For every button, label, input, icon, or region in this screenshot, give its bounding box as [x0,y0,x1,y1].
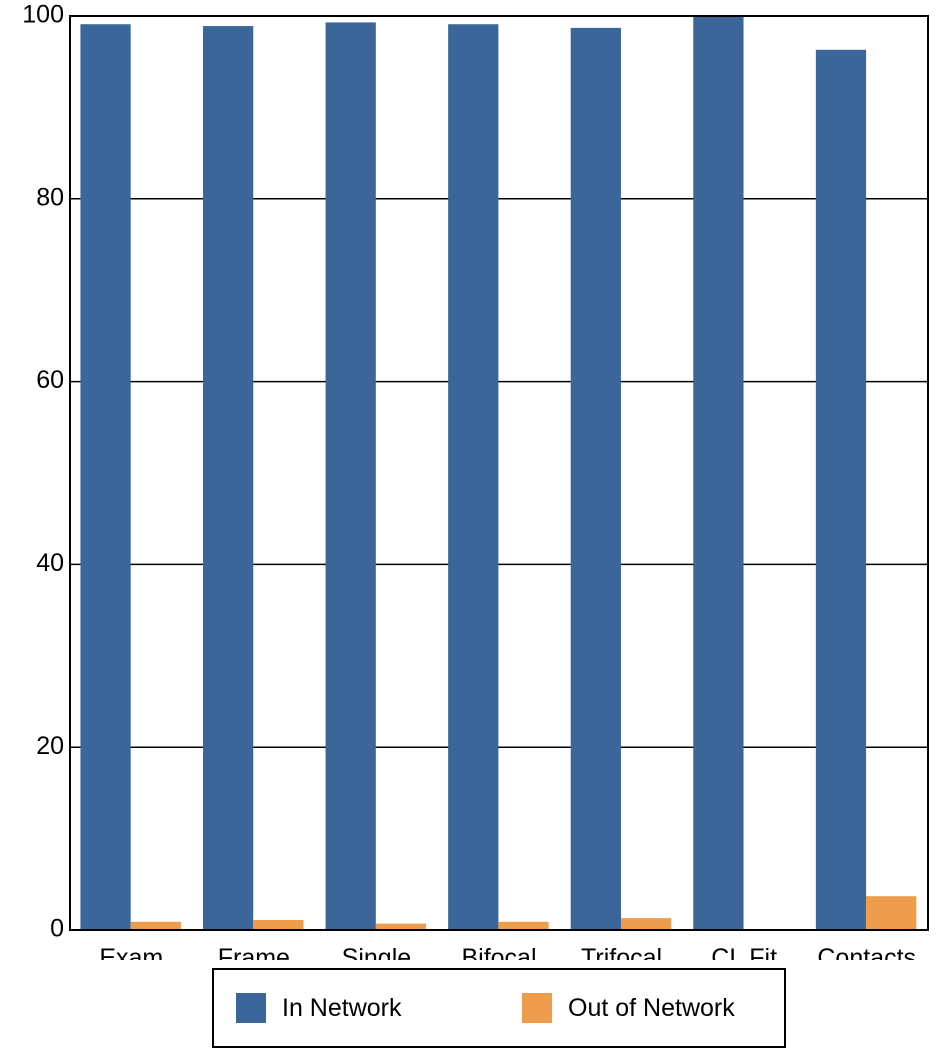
bar-out-of-network-contacts [866,896,917,930]
legend-item-in-network: In Network [236,970,401,1046]
bars [80,16,917,931]
legend-label-in-network: In Network [282,993,402,1022]
x-tick-label: Exam [99,944,163,960]
x-tick-label: Contacts [817,944,916,960]
x-tick-label: CL Fit [711,944,777,960]
bar-in-network-frame [202,26,254,930]
y-tick-label: 100 [22,1,64,29]
legend: In Network Out of Network [212,968,786,1048]
bar-in-network-exam [80,24,131,930]
bar-in-network-bifocal [448,24,499,930]
y-tick-label: 60 [36,366,64,394]
legend-label-out-of-network: Out of Network [568,993,735,1022]
bar-chart: 0 20 40 60 80 100 Exam Frame Single Bifocal Trifo… [22,1,929,960]
x-tick-label: Frame [218,944,290,960]
bar-out-of-network-frame [253,919,304,930]
x-tick-label: Bifocal [461,944,536,960]
y-tick-label: 80 [36,183,64,211]
bar-in-network-single [325,22,376,930]
legend-swatch-in-network [236,993,266,1023]
bar-out-of-network-trifocal [620,918,672,930]
x-tick-label: Single [342,944,412,960]
legend-item-out-of-network: Out of Network [522,970,735,1046]
y-axis-ticks: 0 20 40 60 80 100 [22,1,64,943]
bar-in-network-cl-fit [693,16,744,930]
bar-out-of-network-exam [130,921,181,930]
x-axis-ticks: Exam Frame Single Bifocal Trifocal CL Fit Cont… [99,944,916,960]
y-tick-label: 0 [50,915,64,943]
bar-in-network-trifocal [570,27,621,930]
y-tick-label: 20 [36,732,64,760]
x-tick-label: Trifocal [581,944,662,960]
grid-lines [70,198,928,748]
plot-frame [69,15,929,931]
bar-out-of-network-bifocal [498,921,549,930]
bar-out-of-network-single [375,923,427,930]
bar-in-network-contacts [815,49,867,931]
y-tick-label: 40 [36,549,64,577]
legend-swatch-out-of-network [522,993,552,1023]
